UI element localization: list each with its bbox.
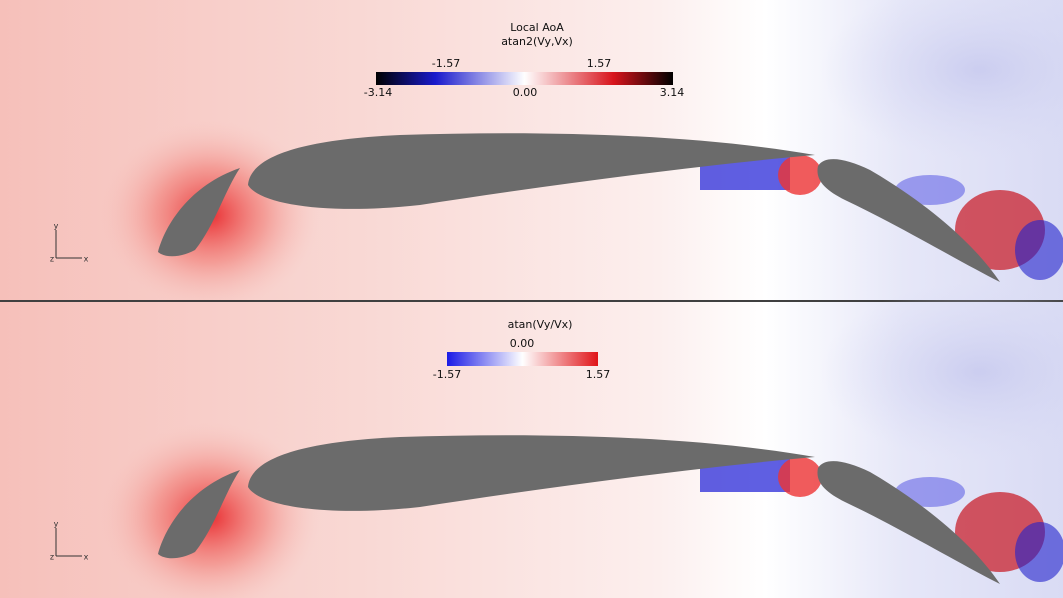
axis-label: z	[50, 255, 54, 264]
colorbar	[376, 72, 673, 85]
axis-label: y	[54, 520, 59, 529]
axis-label: x	[84, 553, 89, 562]
axis-label: z	[50, 553, 54, 562]
colorbar-label: 3.14	[660, 86, 685, 99]
colorbar	[447, 352, 598, 366]
subtitle: atan2(Vy,Vx)	[501, 35, 573, 48]
axis-label: y	[54, 222, 59, 231]
colorbar-label: -3.14	[364, 86, 392, 99]
title: Local AoA	[510, 21, 564, 34]
colorbar-label: -1.57	[433, 368, 461, 381]
colorbar-label: 0.00	[513, 86, 538, 99]
panel-bottom: atan(Vy/Vx) 0.00 -1.57 1.57 y z x	[0, 282, 1063, 598]
colorbar-label: 1.57	[586, 368, 611, 381]
screenshot: Local AoA atan2(Vy,Vx) -1.57 1.57 -3.14 …	[0, 0, 1063, 598]
title: atan(Vy/Vx)	[508, 318, 573, 331]
panel-top: Local AoA atan2(Vy,Vx) -1.57 1.57 -3.14 …	[0, 0, 1063, 310]
axis-label: x	[84, 255, 89, 264]
colorbar-label: 1.57	[587, 57, 612, 70]
colorbar-label: -1.57	[432, 57, 460, 70]
colorbar-label: 0.00	[510, 337, 535, 350]
